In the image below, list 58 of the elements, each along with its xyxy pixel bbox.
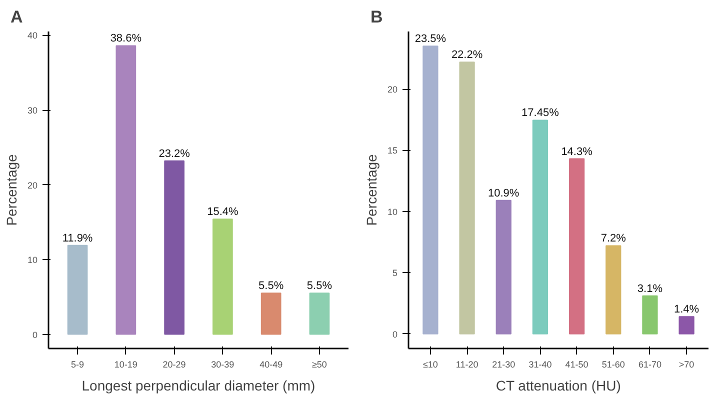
y-tick-label: 20 <box>27 180 38 190</box>
y-tick-label: 10 <box>387 206 398 217</box>
data-label: 14.3% <box>561 146 593 158</box>
y-tick-label: 40 <box>27 30 38 41</box>
bar <box>116 45 136 335</box>
bar <box>164 160 184 335</box>
x-tick-label: 10-19 <box>114 360 138 370</box>
x-axis-title: Longest perpendicular diameter (mm) <box>82 378 316 394</box>
bar <box>606 245 622 334</box>
data-label: 38.6% <box>110 32 142 45</box>
bar <box>260 292 282 335</box>
y-tick-label: 5 <box>392 268 398 278</box>
x-tick-label: 21-30 <box>492 360 516 370</box>
x-tick-label: 61-70 <box>638 360 662 370</box>
x-tick-label: >70 <box>678 360 694 370</box>
data-label: 10.9% <box>488 187 520 200</box>
y-tick-label: 0 <box>32 330 38 340</box>
data-label: 23.5% <box>414 33 446 46</box>
x-axis-title: CT attenuation (HU) <box>496 378 621 394</box>
x-tick-label: 5-9 <box>71 360 84 370</box>
x-tick-label: 41-50 <box>565 360 588 370</box>
bar <box>67 244 88 335</box>
data-label: 5.5% <box>306 280 332 292</box>
bar <box>642 295 658 334</box>
bar <box>568 158 585 334</box>
data-label: 22.2% <box>451 49 483 62</box>
chart-title: B <box>370 8 383 26</box>
x-tick-label: 40-49 <box>260 360 283 370</box>
bar <box>496 200 512 334</box>
x-tick-label: 30-39 <box>211 360 234 370</box>
x-tick-label: 31-40 <box>528 360 552 370</box>
bar <box>678 316 694 334</box>
bar <box>212 218 233 335</box>
bar <box>309 292 330 335</box>
y-tick-label: 15 <box>387 146 398 156</box>
y-axis-title: Percentage <box>363 154 380 226</box>
data-label: 5.5% <box>258 280 284 292</box>
x-tick-label: ≥50 <box>312 360 327 370</box>
x-tick-label: 51-60 <box>602 360 625 370</box>
data-label: 7.2% <box>600 232 626 245</box>
x-tick-label: 11-20 <box>456 360 478 370</box>
data-label: 3.1% <box>637 282 663 295</box>
data-label: 23.2% <box>158 148 190 160</box>
y-axis-title: Percentage <box>3 154 20 226</box>
y-tick-label: 30 <box>27 106 38 116</box>
y-tick-label: 10 <box>27 255 38 266</box>
data-label: 1.4% <box>674 304 700 316</box>
bar <box>532 120 548 334</box>
data-label: 11.9% <box>62 232 93 244</box>
data-label: 17.45% <box>522 107 560 120</box>
bar <box>422 46 438 334</box>
x-tick-label: 20-29 <box>162 360 186 370</box>
y-tick-label: 20 <box>387 84 398 95</box>
bar <box>459 62 475 334</box>
x-tick-label: ≤10 <box>422 360 438 370</box>
y-tick-label: 0 <box>392 329 398 340</box>
chart-title: A <box>10 8 23 26</box>
data-label: 15.4% <box>207 206 239 218</box>
